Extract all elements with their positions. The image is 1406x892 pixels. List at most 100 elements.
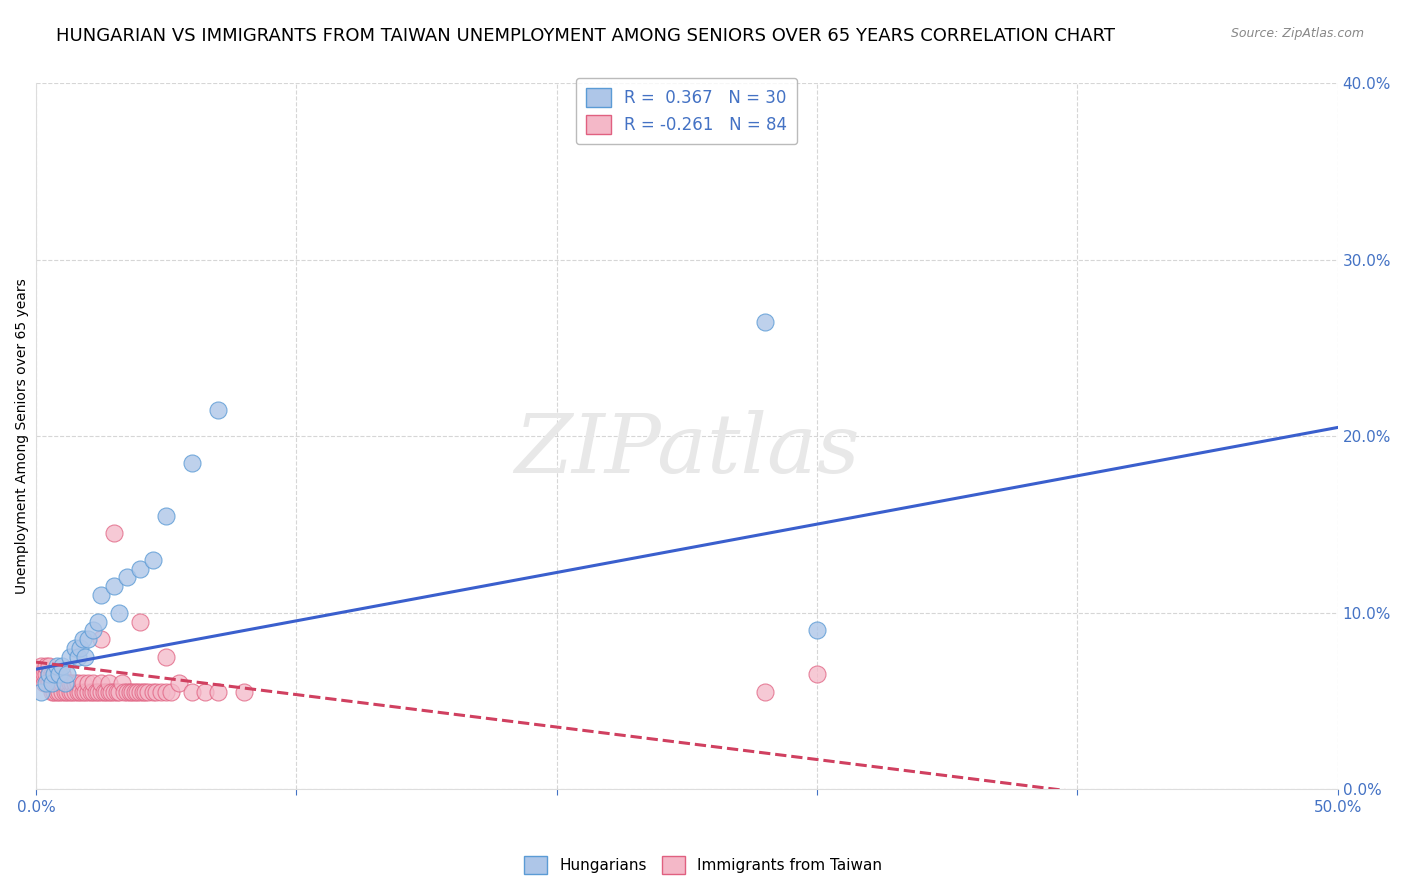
Point bbox=[53, 685, 76, 699]
Point bbox=[51, 667, 73, 681]
Point bbox=[56, 667, 79, 681]
Point bbox=[30, 658, 52, 673]
Point bbox=[806, 667, 828, 681]
Point bbox=[44, 667, 66, 681]
Point bbox=[45, 667, 67, 681]
Point bbox=[806, 624, 828, 638]
Point bbox=[82, 685, 104, 699]
Point bbox=[63, 676, 86, 690]
Point bbox=[35, 676, 58, 690]
Point bbox=[38, 667, 60, 681]
Point bbox=[35, 667, 58, 681]
Point bbox=[129, 561, 152, 575]
Point bbox=[115, 570, 138, 584]
Point bbox=[233, 685, 256, 699]
Point bbox=[48, 685, 70, 699]
Point bbox=[35, 658, 58, 673]
Point bbox=[38, 676, 60, 690]
Point bbox=[66, 685, 89, 699]
Point bbox=[56, 685, 79, 699]
Point bbox=[51, 658, 73, 673]
Point bbox=[90, 632, 112, 647]
Point bbox=[69, 685, 91, 699]
Point bbox=[48, 676, 70, 690]
Point bbox=[155, 508, 177, 523]
Point bbox=[63, 640, 86, 655]
Point bbox=[77, 685, 100, 699]
Point bbox=[181, 685, 204, 699]
Point bbox=[134, 685, 156, 699]
Point bbox=[90, 676, 112, 690]
Point bbox=[97, 685, 120, 699]
Point bbox=[48, 667, 70, 681]
Point bbox=[59, 676, 82, 690]
Point bbox=[38, 658, 60, 673]
Point bbox=[77, 676, 100, 690]
Point bbox=[56, 676, 79, 690]
Point bbox=[754, 315, 776, 329]
Point bbox=[63, 685, 86, 699]
Point bbox=[41, 667, 63, 681]
Point bbox=[75, 649, 97, 664]
Point bbox=[27, 667, 49, 681]
Point bbox=[72, 676, 94, 690]
Point bbox=[38, 667, 60, 681]
Point bbox=[44, 667, 66, 681]
Point bbox=[114, 685, 136, 699]
Point bbox=[754, 685, 776, 699]
Point bbox=[108, 685, 131, 699]
Text: Source: ZipAtlas.com: Source: ZipAtlas.com bbox=[1230, 27, 1364, 40]
Point bbox=[129, 685, 152, 699]
Point bbox=[66, 649, 89, 664]
Point bbox=[79, 685, 101, 699]
Point bbox=[111, 676, 134, 690]
Point bbox=[207, 685, 229, 699]
Point bbox=[44, 676, 66, 690]
Point bbox=[59, 685, 82, 699]
Point bbox=[87, 685, 110, 699]
Point bbox=[32, 667, 55, 681]
Point bbox=[66, 676, 89, 690]
Point bbox=[69, 640, 91, 655]
Point bbox=[59, 649, 82, 664]
Point bbox=[41, 685, 63, 699]
Point bbox=[194, 685, 217, 699]
Legend: Hungarians, Immigrants from Taiwan: Hungarians, Immigrants from Taiwan bbox=[517, 850, 889, 880]
Point bbox=[90, 685, 112, 699]
Point bbox=[207, 402, 229, 417]
Point bbox=[108, 606, 131, 620]
Point bbox=[93, 685, 115, 699]
Point bbox=[142, 685, 165, 699]
Point bbox=[167, 676, 190, 690]
Point bbox=[41, 676, 63, 690]
Text: ZIPatlas: ZIPatlas bbox=[515, 410, 859, 491]
Point bbox=[115, 685, 138, 699]
Point bbox=[72, 685, 94, 699]
Point bbox=[41, 676, 63, 690]
Legend: R =  0.367   N = 30, R = -0.261   N = 84: R = 0.367 N = 30, R = -0.261 N = 84 bbox=[576, 78, 797, 145]
Y-axis label: Unemployment Among Seniors over 65 years: Unemployment Among Seniors over 65 years bbox=[15, 278, 30, 594]
Point bbox=[105, 685, 128, 699]
Point bbox=[30, 685, 52, 699]
Point bbox=[30, 667, 52, 681]
Point bbox=[75, 685, 97, 699]
Point bbox=[60, 685, 83, 699]
Point bbox=[84, 685, 107, 699]
Point bbox=[129, 615, 152, 629]
Point bbox=[136, 685, 159, 699]
Point bbox=[53, 676, 76, 690]
Point bbox=[82, 624, 104, 638]
Point bbox=[181, 456, 204, 470]
Point bbox=[72, 632, 94, 647]
Point bbox=[45, 685, 67, 699]
Point bbox=[131, 685, 153, 699]
Point bbox=[149, 685, 172, 699]
Point bbox=[90, 588, 112, 602]
Point bbox=[44, 685, 66, 699]
Point bbox=[103, 685, 125, 699]
Point bbox=[118, 685, 141, 699]
Point bbox=[145, 685, 167, 699]
Point bbox=[51, 685, 73, 699]
Point bbox=[32, 676, 55, 690]
Point bbox=[87, 615, 110, 629]
